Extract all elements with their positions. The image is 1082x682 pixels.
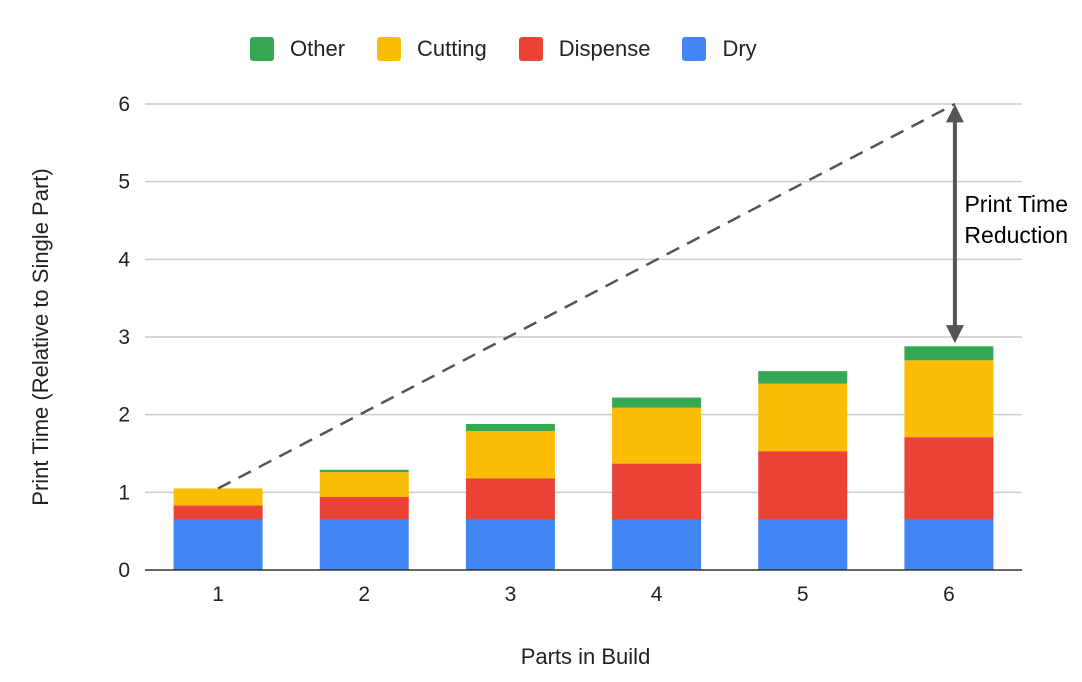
legend-item-other: Other	[250, 36, 345, 62]
legend-label-dispense: Dispense	[558, 36, 651, 61]
bar-dispense-1	[173, 505, 263, 520]
annotation-line-2: Reduction	[964, 222, 1068, 248]
bar-other-2	[319, 469, 409, 473]
bar-dry-6	[904, 519, 994, 570]
y-tick-label-2: 2	[118, 404, 130, 427]
x-axis-title: Parts in Build	[521, 644, 651, 669]
legend-item-dispense: Dispense	[518, 36, 651, 62]
bar-dispense-2	[319, 496, 409, 520]
x-tick-label-4: 4	[651, 583, 663, 606]
x-tick-label-3: 3	[505, 583, 517, 606]
y-axis-title: Print Time (Relative to Single Part)	[28, 168, 53, 505]
y-tick-label-0: 0	[118, 559, 130, 582]
bar-cutting-2	[319, 472, 409, 497]
annotation-line-1: Print Time	[964, 191, 1068, 217]
x-tick-label-2: 2	[358, 583, 370, 606]
chart-legend: Other Cutting Dispense Dry	[250, 36, 789, 62]
bar-dry-5	[758, 519, 848, 570]
bar-cutting-1	[173, 488, 263, 506]
legend-label-dry: Dry	[722, 36, 757, 61]
bar-dispense-5	[758, 451, 848, 520]
bar-dispense-3	[465, 478, 555, 520]
bar-other-5	[758, 371, 848, 384]
x-tick-label-6: 6	[943, 583, 955, 606]
legend-label-cutting: Cutting	[417, 36, 487, 61]
bar-dry-3	[465, 519, 555, 570]
bar-dispense-4	[612, 463, 702, 520]
legend-item-dry: Dry	[682, 36, 757, 62]
legend-item-cutting: Cutting	[377, 36, 487, 62]
legend-label-other: Other	[290, 36, 346, 61]
bar-dispense-6	[904, 437, 994, 520]
y-tick-label-6: 6	[118, 93, 130, 116]
y-tick-label-1: 1	[118, 481, 130, 504]
bar-dry-4	[612, 519, 702, 570]
bar-other-6	[904, 346, 994, 361]
bar-cutting-3	[465, 430, 555, 479]
legend-swatch-dry	[682, 37, 707, 61]
bar-cutting-6	[904, 360, 994, 438]
y-tick-label-4: 4	[118, 248, 130, 271]
x-tick-label-5: 5	[797, 583, 809, 606]
bar-other-3	[465, 423, 555, 431]
bar-cutting-5	[758, 383, 848, 452]
bar-cutting-4	[612, 407, 702, 464]
legend-swatch-dispense	[518, 37, 543, 61]
reference-dashed-line	[217, 102, 956, 490]
legend-swatch-other	[250, 37, 274, 61]
bar-dry-1	[173, 519, 263, 570]
y-tick-label-3: 3	[118, 326, 130, 349]
x-tick-label-1: 1	[212, 583, 224, 606]
bar-dry-2	[319, 519, 409, 570]
legend-swatch-cutting	[377, 37, 402, 61]
y-tick-label-5: 5	[118, 171, 130, 194]
bar-other-4	[612, 397, 702, 408]
